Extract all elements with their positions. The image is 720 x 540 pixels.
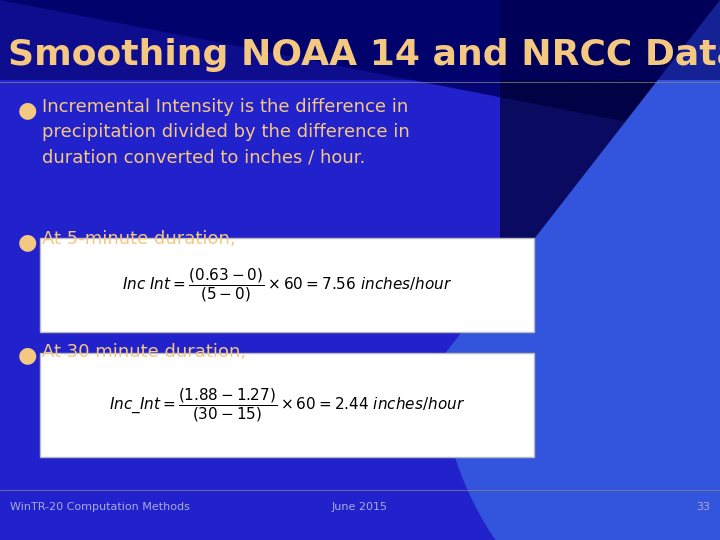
Text: WinTR-20 Computation Methods: WinTR-20 Computation Methods: [10, 502, 190, 512]
Text: Incremental Intensity is the difference in
precipitation divided by the differen: Incremental Intensity is the difference …: [42, 98, 410, 166]
Text: Smoothing NOAA 14 and NRCC Data: Smoothing NOAA 14 and NRCC Data: [8, 38, 720, 72]
Text: June 2015: June 2015: [332, 502, 388, 512]
Polygon shape: [440, 0, 720, 540]
Bar: [0, 0, 720, 80]
Text: At 5-minute duration,: At 5-minute duration,: [42, 230, 235, 248]
FancyBboxPatch shape: [40, 353, 534, 457]
Text: ●: ●: [18, 232, 37, 252]
Polygon shape: [0, 0, 720, 140]
Text: $Inc\ Int = \dfrac{(0.63-0)}{(5-0)} \times 60 = 7.56\ inches/hour$: $Inc\ Int = \dfrac{(0.63-0)}{(5-0)} \tim…: [122, 266, 452, 304]
Text: $Inc\_Int = \dfrac{(1.88-1.27)}{(30-15)} \times 60 = 2.44\ inches/hour$: $Inc\_Int = \dfrac{(1.88-1.27)}{(30-15)}…: [109, 386, 465, 424]
Text: 33: 33: [696, 502, 710, 512]
Text: At 30 minute duration,: At 30 minute duration,: [42, 343, 246, 361]
FancyBboxPatch shape: [40, 238, 534, 332]
Polygon shape: [500, 0, 720, 540]
Text: ●: ●: [18, 100, 37, 120]
Text: ●: ●: [18, 345, 37, 365]
